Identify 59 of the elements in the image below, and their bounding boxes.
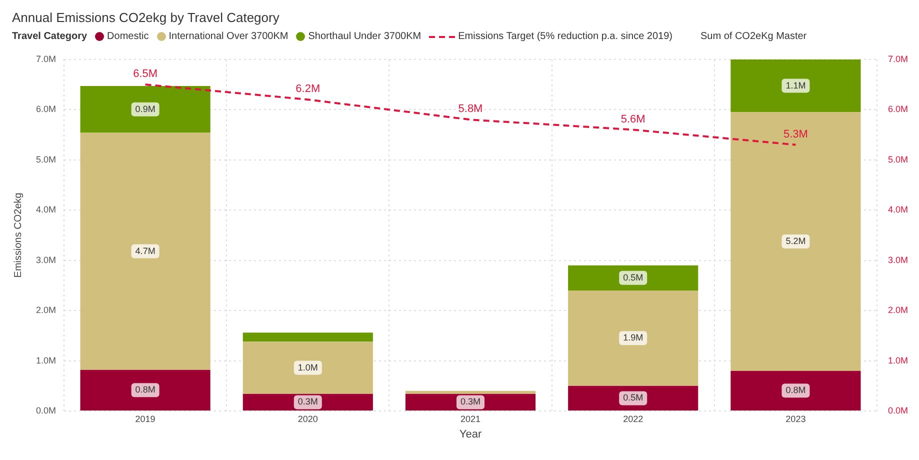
x-tick-label: 2020 [298,414,318,424]
data-label: 5.2M [786,236,806,246]
bar [80,132,210,370]
data-label: 5.3M [783,128,808,140]
bar [730,59,861,112]
bar [242,332,373,342]
legend-label: Domestic [106,31,149,42]
y2-tick-label: 6.0M [888,104,908,114]
y-tick-label: 7.0M [36,54,56,64]
y-tick-label: 4.0M [36,204,56,215]
bar [80,86,210,133]
data-label: 5.6M [620,113,646,126]
data-label: 1.0M [298,362,318,372]
y2-tick-label: 4.0M [888,204,908,215]
x-tick-label: 2021 [460,414,481,424]
bar [730,112,861,371]
bar [568,290,698,386]
data-label: 5.8M [458,103,483,116]
x-axis-title: Year [459,428,482,440]
data-label: 6.2M [296,83,320,96]
data-label: 0.5M [623,392,644,403]
data-label: 6.5M [133,68,158,80]
y-tick-label: 3.0M [36,254,56,265]
y-tick-label: 2.0M [36,305,56,316]
data-label: 0.5M [623,272,644,282]
data-label: 1.1M [786,80,806,90]
data-label: 0.3M [298,396,318,407]
y-tick-label: 0.0M [36,405,56,416]
bar [568,265,698,290]
y2-tick-label: 7.0M [888,54,908,64]
y-axis-title: Emissions CO2ekg [12,192,24,278]
legend-label: Shorthaul Under 3700KM [307,31,422,42]
text: Sum of CO2eKg Master [700,31,807,42]
y2-tick-label: 5.0M [888,154,908,164]
data-label: 0.8M [135,384,156,395]
x-tick-label: 2022 [623,414,644,424]
data-label: 0.3M [460,396,481,407]
bar [405,390,536,394]
x-tick-label: 2019 [135,414,156,424]
y2-tick-label: 1.0M [888,355,908,366]
x-tick-label: 2023 [786,414,806,424]
y-tick-label: 1.0M [36,355,56,366]
y2-tick-label: 0.0M [888,405,908,416]
data-label: 0.8M [786,385,806,396]
bar [730,370,861,410]
chart-title: Annual Emissions CO2ekg by Travel Category [11,9,280,27]
bar [568,386,698,410]
y2-tick-label: 3.0M [888,254,908,265]
y2-tick-label: 2.0M [888,305,908,316]
data-label: 4.7M [135,246,156,256]
y-tick-label: 5.0M [36,154,56,164]
y-tick-label: 6.0M [36,104,56,114]
legend-label: Emissions Target (5% reduction p.a. since 2019) [457,31,672,42]
data-label: 1.9M [623,332,644,343]
bar [242,342,373,394]
legend-label: International Over 3700KM [168,31,288,42]
data-label: 0.9M [135,104,156,114]
legend-title: Travel Category [12,31,88,42]
bar [80,370,210,410]
